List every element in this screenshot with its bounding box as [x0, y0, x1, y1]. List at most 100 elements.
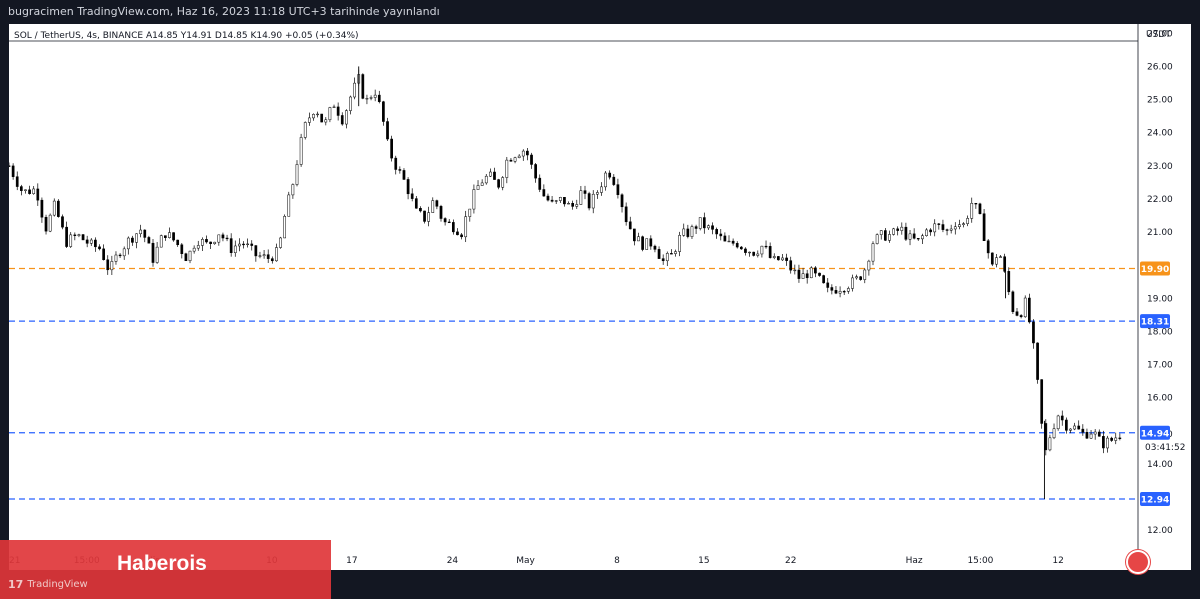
candle [246, 238, 249, 248]
candle [242, 241, 245, 249]
level-tag-label: 19.90 [1141, 265, 1169, 275]
candle [641, 235, 644, 252]
candle [57, 199, 60, 218]
y-tick-label: 22.00 [1147, 195, 1173, 205]
y-tick-label: 16.00 [1147, 394, 1173, 404]
candle [538, 174, 542, 193]
candle [558, 196, 562, 203]
level-tag-bg [1140, 314, 1170, 329]
y-tick-label: 14.00 [1147, 460, 1173, 470]
candle [476, 180, 480, 190]
x-tick-label: 22 [785, 556, 796, 566]
candle [933, 219, 937, 237]
candle [283, 214, 287, 239]
candle [863, 268, 867, 284]
candle [19, 184, 23, 196]
y-tick-label: 12.00 [1147, 526, 1173, 536]
candle [1085, 428, 1089, 440]
candle [316, 111, 319, 118]
candle [982, 209, 986, 241]
candle [978, 202, 982, 215]
candle [266, 249, 270, 263]
price-chart[interactable]: SOL / TetherUS, 4s, BINANCE A14.85 Y14.9… [7, 24, 1191, 570]
tradingview-logo-icon: 𝟭𝟳 [8, 578, 24, 591]
candle [731, 238, 735, 246]
y-tick-label: 18.00 [1147, 327, 1173, 337]
candle [365, 94, 369, 105]
candle [414, 195, 418, 209]
level-tag-label: 12.94 [1141, 495, 1169, 505]
x-tick-label: 15:00 [967, 556, 993, 566]
candle [1073, 422, 1076, 431]
candle [7, 162, 11, 167]
candle [1089, 429, 1093, 439]
candle [40, 197, 44, 223]
candle [1027, 293, 1031, 324]
candle [110, 255, 114, 275]
candle [986, 239, 990, 259]
candle [661, 254, 665, 265]
candle [176, 239, 180, 247]
y-tick-label: 25.00 [1147, 96, 1173, 106]
candle [192, 245, 196, 254]
candle [254, 245, 258, 262]
candle [1052, 423, 1056, 440]
candle [1048, 434, 1052, 452]
candle [945, 228, 949, 236]
candle [818, 272, 821, 277]
candle [1106, 435, 1109, 453]
chart-canvas[interactable]: SOL / TetherUS, 4s, BINANCE A14.85 Y14.9… [7, 24, 1191, 574]
candle [595, 190, 599, 199]
candle [258, 251, 262, 259]
candle [575, 199, 579, 209]
candle [373, 89, 377, 102]
candle [608, 170, 612, 180]
candle [48, 213, 52, 233]
candle [435, 199, 439, 210]
candle [826, 278, 830, 293]
candle [336, 102, 340, 121]
candle [530, 152, 533, 169]
candle [451, 219, 455, 235]
candle [822, 274, 825, 284]
candle [390, 135, 393, 162]
candle [295, 160, 299, 187]
candle [65, 221, 68, 249]
x-tick-label: 24 [447, 556, 459, 566]
candle [369, 95, 373, 101]
candle [15, 171, 19, 191]
candle [563, 197, 566, 207]
candle [168, 227, 171, 239]
candle [624, 202, 628, 226]
candle [340, 112, 344, 126]
level-tag-label: 18.31 [1141, 318, 1169, 328]
candle [410, 188, 414, 202]
price-axis: 12.0014.0014.9016.0017.0018.0019.0021.00… [1145, 29, 1185, 536]
candle [225, 234, 229, 242]
candle [468, 208, 472, 222]
country-flag-icon[interactable] [1126, 550, 1150, 574]
candle [431, 197, 435, 213]
level-tag-bg [1140, 261, 1170, 276]
candle [838, 286, 842, 298]
candle [324, 117, 328, 126]
candle [744, 247, 747, 256]
candle [345, 109, 348, 129]
candle [114, 251, 118, 265]
brand-name: Haberois [117, 552, 207, 575]
candle [789, 256, 793, 274]
candle [163, 235, 167, 241]
candle [653, 244, 657, 253]
candle [1011, 290, 1015, 314]
candle [94, 237, 97, 252]
candle [118, 253, 122, 258]
candle [974, 202, 978, 209]
candle [620, 193, 624, 213]
candle [1110, 436, 1113, 442]
candle [332, 104, 336, 108]
candle [859, 275, 863, 281]
candle [711, 222, 714, 235]
candle [526, 147, 529, 161]
candle [287, 191, 291, 217]
candle [678, 231, 681, 257]
